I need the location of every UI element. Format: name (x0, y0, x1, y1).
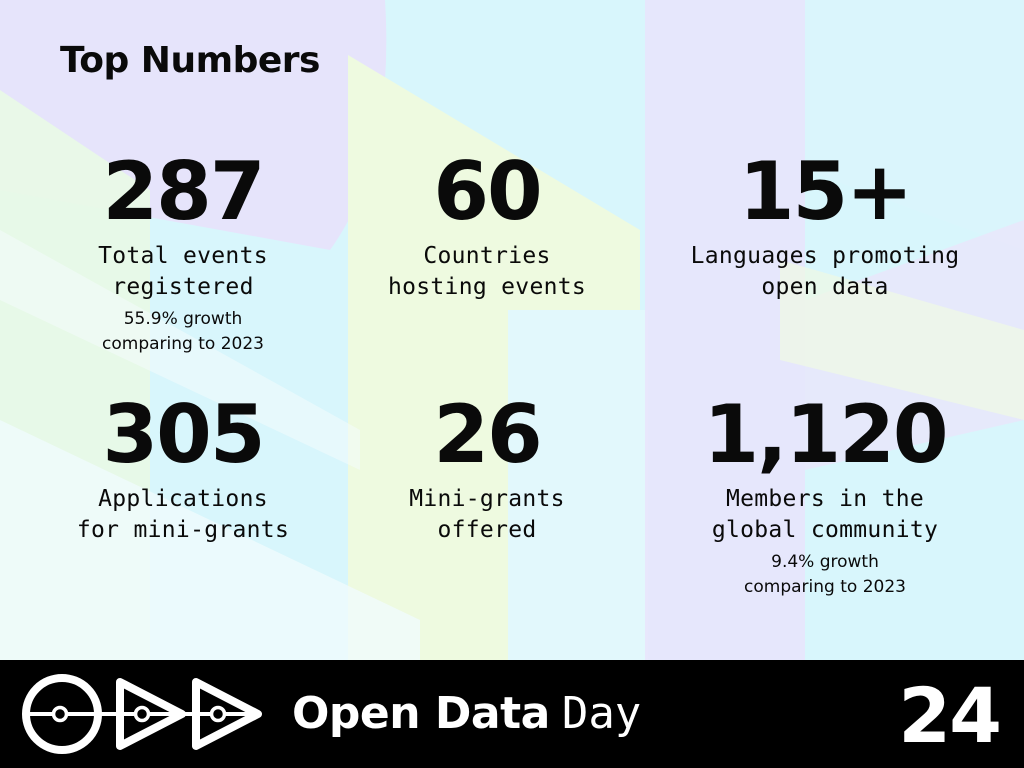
stat-label: Languages promoting open data (690, 243, 960, 300)
stat-value: 26 (433, 388, 542, 481)
stat-value: 1,120 (703, 388, 948, 481)
edition-year: 24 (898, 671, 1002, 760)
footer-bar: Open Data Day 24 (0, 660, 1024, 768)
brand-name-strong: Open Data (292, 688, 550, 739)
stat-value: 60 (433, 145, 542, 238)
brand-name-light: Day (561, 688, 642, 739)
stat-countries: 60 Countries hosting events (322, 152, 652, 303)
background-shapes (0, 0, 1024, 660)
stat-label: Members in the global community (711, 486, 939, 543)
stat-note: 9.4% growth comparing to 2023 (744, 552, 906, 597)
brand-name: Open Data Day (292, 687, 641, 741)
stat-languages: 15+ Languages promoting open data (660, 152, 990, 303)
stat-value: 287 (102, 145, 266, 238)
odd-logo-icon (22, 674, 262, 754)
stat-note: 55.9% growth comparing to 2023 (102, 309, 264, 354)
stat-value: 15+ (738, 145, 913, 238)
stat-label: Countries hosting events (387, 243, 587, 300)
stat-label: Mini-grants offered (409, 486, 565, 543)
stat-total-events: 287 Total events registered 55.9% growth… (18, 152, 348, 357)
stat-label: Total events registered (98, 243, 268, 300)
page-title: Top Numbers (60, 40, 320, 81)
stat-label: Applications for mini-grants (76, 486, 290, 543)
stat-members: 1,120 Members in the global community 9.… (660, 395, 990, 600)
stat-mini-grants: 26 Mini-grants offered (322, 395, 652, 546)
stat-value: 305 (102, 388, 266, 481)
stat-applications: 305 Applications for mini-grants (18, 395, 348, 546)
